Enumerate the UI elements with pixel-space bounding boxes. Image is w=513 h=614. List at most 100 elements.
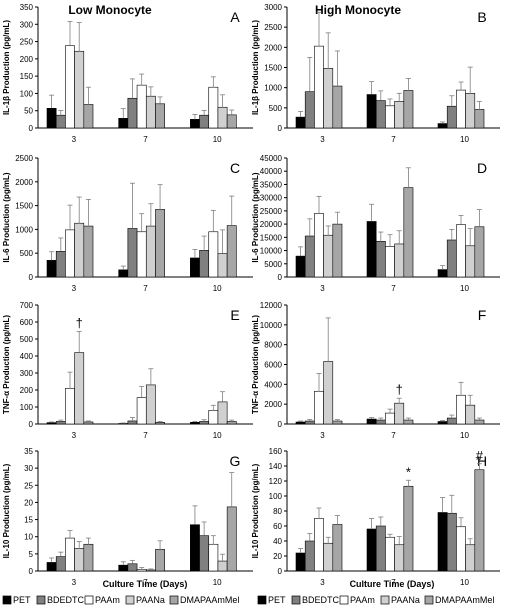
y-tick-label: 100 bbox=[20, 89, 34, 98]
panel-letter: E bbox=[230, 307, 239, 323]
bar-g-day7-paam bbox=[136, 568, 147, 572]
bar-c-day3-dmapaammel bbox=[83, 225, 94, 278]
panel-letter: A bbox=[230, 9, 240, 25]
x-tick-label: 7 bbox=[143, 578, 148, 587]
bar-e-day10-bdedtc bbox=[199, 421, 210, 425]
x-tick-label: 3 bbox=[72, 284, 77, 293]
bar-b-day3-dmapaammel bbox=[332, 85, 343, 129]
legend-label-bdedtc: BDEDTC bbox=[47, 595, 85, 605]
y-tick-label: 160 bbox=[269, 447, 283, 456]
panel-letter: D bbox=[477, 160, 487, 176]
panel-d: 0 5000 10000 15000 20000 25000 30000 35000 40000… bbox=[251, 154, 500, 293]
y-tick-label: 1000 bbox=[15, 225, 33, 234]
y-tick-label: 2500 bbox=[264, 23, 282, 32]
y-tick-label: 40000 bbox=[260, 167, 283, 176]
y-tick-label: 120 bbox=[269, 477, 283, 486]
legend-label-dmapaammel: DMAPAAmMel bbox=[180, 595, 239, 605]
legend-label-paana: PAANa bbox=[136, 595, 165, 605]
legend-label-paana: PAANa bbox=[391, 595, 420, 605]
group-title-left: Low Monocyte bbox=[68, 3, 152, 17]
bar-c-day3-bdedtc bbox=[55, 250, 66, 278]
bar-b-day7-bdedtc bbox=[375, 100, 386, 129]
x-tick-label: 10 bbox=[213, 578, 222, 587]
bar-b-day10-paana bbox=[465, 93, 476, 129]
y-axis-title: IL-10 Production (pg/mL) bbox=[251, 463, 260, 558]
legend-label-pet: PET bbox=[13, 595, 31, 605]
bar-c-day7-pet bbox=[118, 269, 129, 278]
legend-swatch-bdedtc bbox=[291, 595, 301, 605]
bar-e-day7-paam bbox=[136, 397, 147, 425]
significance-marker: * bbox=[406, 464, 411, 479]
legend-swatch-pet bbox=[257, 595, 267, 605]
bar-g-day10-dmapaammel bbox=[226, 506, 237, 572]
x-tick-label: 10 bbox=[460, 135, 469, 144]
bar-b-day7-pet bbox=[366, 94, 377, 129]
bar-e-day7-dmapaammel bbox=[155, 421, 165, 425]
bar-f-day10-pet bbox=[437, 421, 448, 425]
bar-c-day10-paana bbox=[217, 253, 228, 278]
bar-b-day7-dmapaammel bbox=[403, 90, 414, 129]
x-tick-label: 3 bbox=[72, 431, 77, 440]
bar-c-day7-paana bbox=[145, 225, 156, 278]
y-tick-label: 2000 bbox=[15, 178, 33, 187]
y-tick-label: 40 bbox=[273, 537, 282, 546]
y-tick-label: 10 bbox=[24, 533, 33, 542]
bar-b-day3-paana bbox=[323, 68, 334, 129]
y-tick-label: 350 bbox=[20, 3, 34, 12]
bar-f-day10-paana bbox=[465, 404, 476, 425]
panel-h: 0 20 40 60 80 100 120 140 160 IL-10 Production (p… bbox=[251, 447, 500, 587]
bar-d-day10-paam bbox=[456, 224, 466, 278]
legend-swatch-bdedtc bbox=[36, 595, 46, 605]
bar-f-day3-paana bbox=[323, 361, 334, 425]
bar-c-day3-paana bbox=[74, 222, 85, 278]
panel-e: 0 100 200 300 400 500 600 700 TNF-α Production (… bbox=[2, 301, 253, 440]
bar-b-day10-pet bbox=[437, 123, 448, 129]
bar-g-day7-paana bbox=[145, 569, 156, 572]
y-tick-label: 10000 bbox=[260, 247, 283, 256]
y-tick-label: 35 bbox=[24, 447, 33, 456]
bar-b-day3-pet bbox=[295, 116, 306, 129]
x-tick-label: 3 bbox=[320, 431, 325, 440]
y-tick-label: 20000 bbox=[260, 220, 283, 229]
y-tick-label: 35000 bbox=[260, 180, 283, 189]
y-tick-label: 3000 bbox=[264, 3, 282, 12]
bar-d-day10-paana bbox=[465, 245, 476, 278]
bar-c-day10-dmapaammel bbox=[226, 225, 237, 278]
legend-label-bdedtc: BDEDTC bbox=[302, 595, 340, 605]
bar-a-day3-paam bbox=[65, 45, 75, 129]
y-tick-label: 700 bbox=[20, 301, 34, 310]
bar-g-day3-paana bbox=[74, 548, 85, 572]
bar-g-day10-pet bbox=[190, 524, 200, 572]
y-tick-label: 2500 bbox=[15, 154, 33, 163]
y-tick-label: 140 bbox=[269, 462, 283, 471]
group-title-right: High Monocyte bbox=[315, 3, 401, 17]
legend-label-paam: PAAm bbox=[350, 595, 375, 605]
bar-a-day3-dmapaammel bbox=[83, 104, 94, 129]
bar-a-day10-bdedtc bbox=[199, 114, 210, 129]
x-tick-label: 10 bbox=[460, 431, 469, 440]
bar-h-day10-bdedtc bbox=[446, 512, 457, 572]
y-tick-label: 2000 bbox=[264, 43, 282, 52]
x-tick-label: 7 bbox=[391, 135, 396, 144]
bar-f-day10-paam bbox=[456, 394, 466, 425]
bar-h-day3-bdedtc bbox=[304, 540, 315, 572]
y-tick-label: 400 bbox=[20, 352, 34, 361]
legend-swatch-pet bbox=[2, 595, 12, 605]
x-tick-label: 3 bbox=[320, 135, 325, 144]
x-tick-label: 7 bbox=[391, 284, 396, 293]
bar-f-day3-paam bbox=[314, 390, 324, 425]
bar-c-day7-bdedtc bbox=[127, 228, 138, 278]
legend-label-pet: PET bbox=[268, 595, 286, 605]
bar-h-day3-paana bbox=[323, 542, 334, 572]
bar-h-day10-paana bbox=[465, 544, 476, 572]
x-tick-label: 3 bbox=[320, 284, 325, 293]
bar-h-day7-paam bbox=[385, 536, 395, 572]
bar-e-day10-dmapaammel bbox=[226, 421, 237, 425]
y-tick-label: 50 bbox=[24, 107, 33, 116]
bar-d-day7-paam bbox=[385, 246, 395, 278]
bar-f-day7-paam bbox=[385, 412, 395, 425]
bar-e-day3-pet bbox=[46, 422, 57, 425]
y-tick-label: 15000 bbox=[260, 233, 283, 242]
y-tick-label: 0 bbox=[278, 420, 283, 429]
bar-e-day3-bdedtc bbox=[55, 421, 66, 425]
